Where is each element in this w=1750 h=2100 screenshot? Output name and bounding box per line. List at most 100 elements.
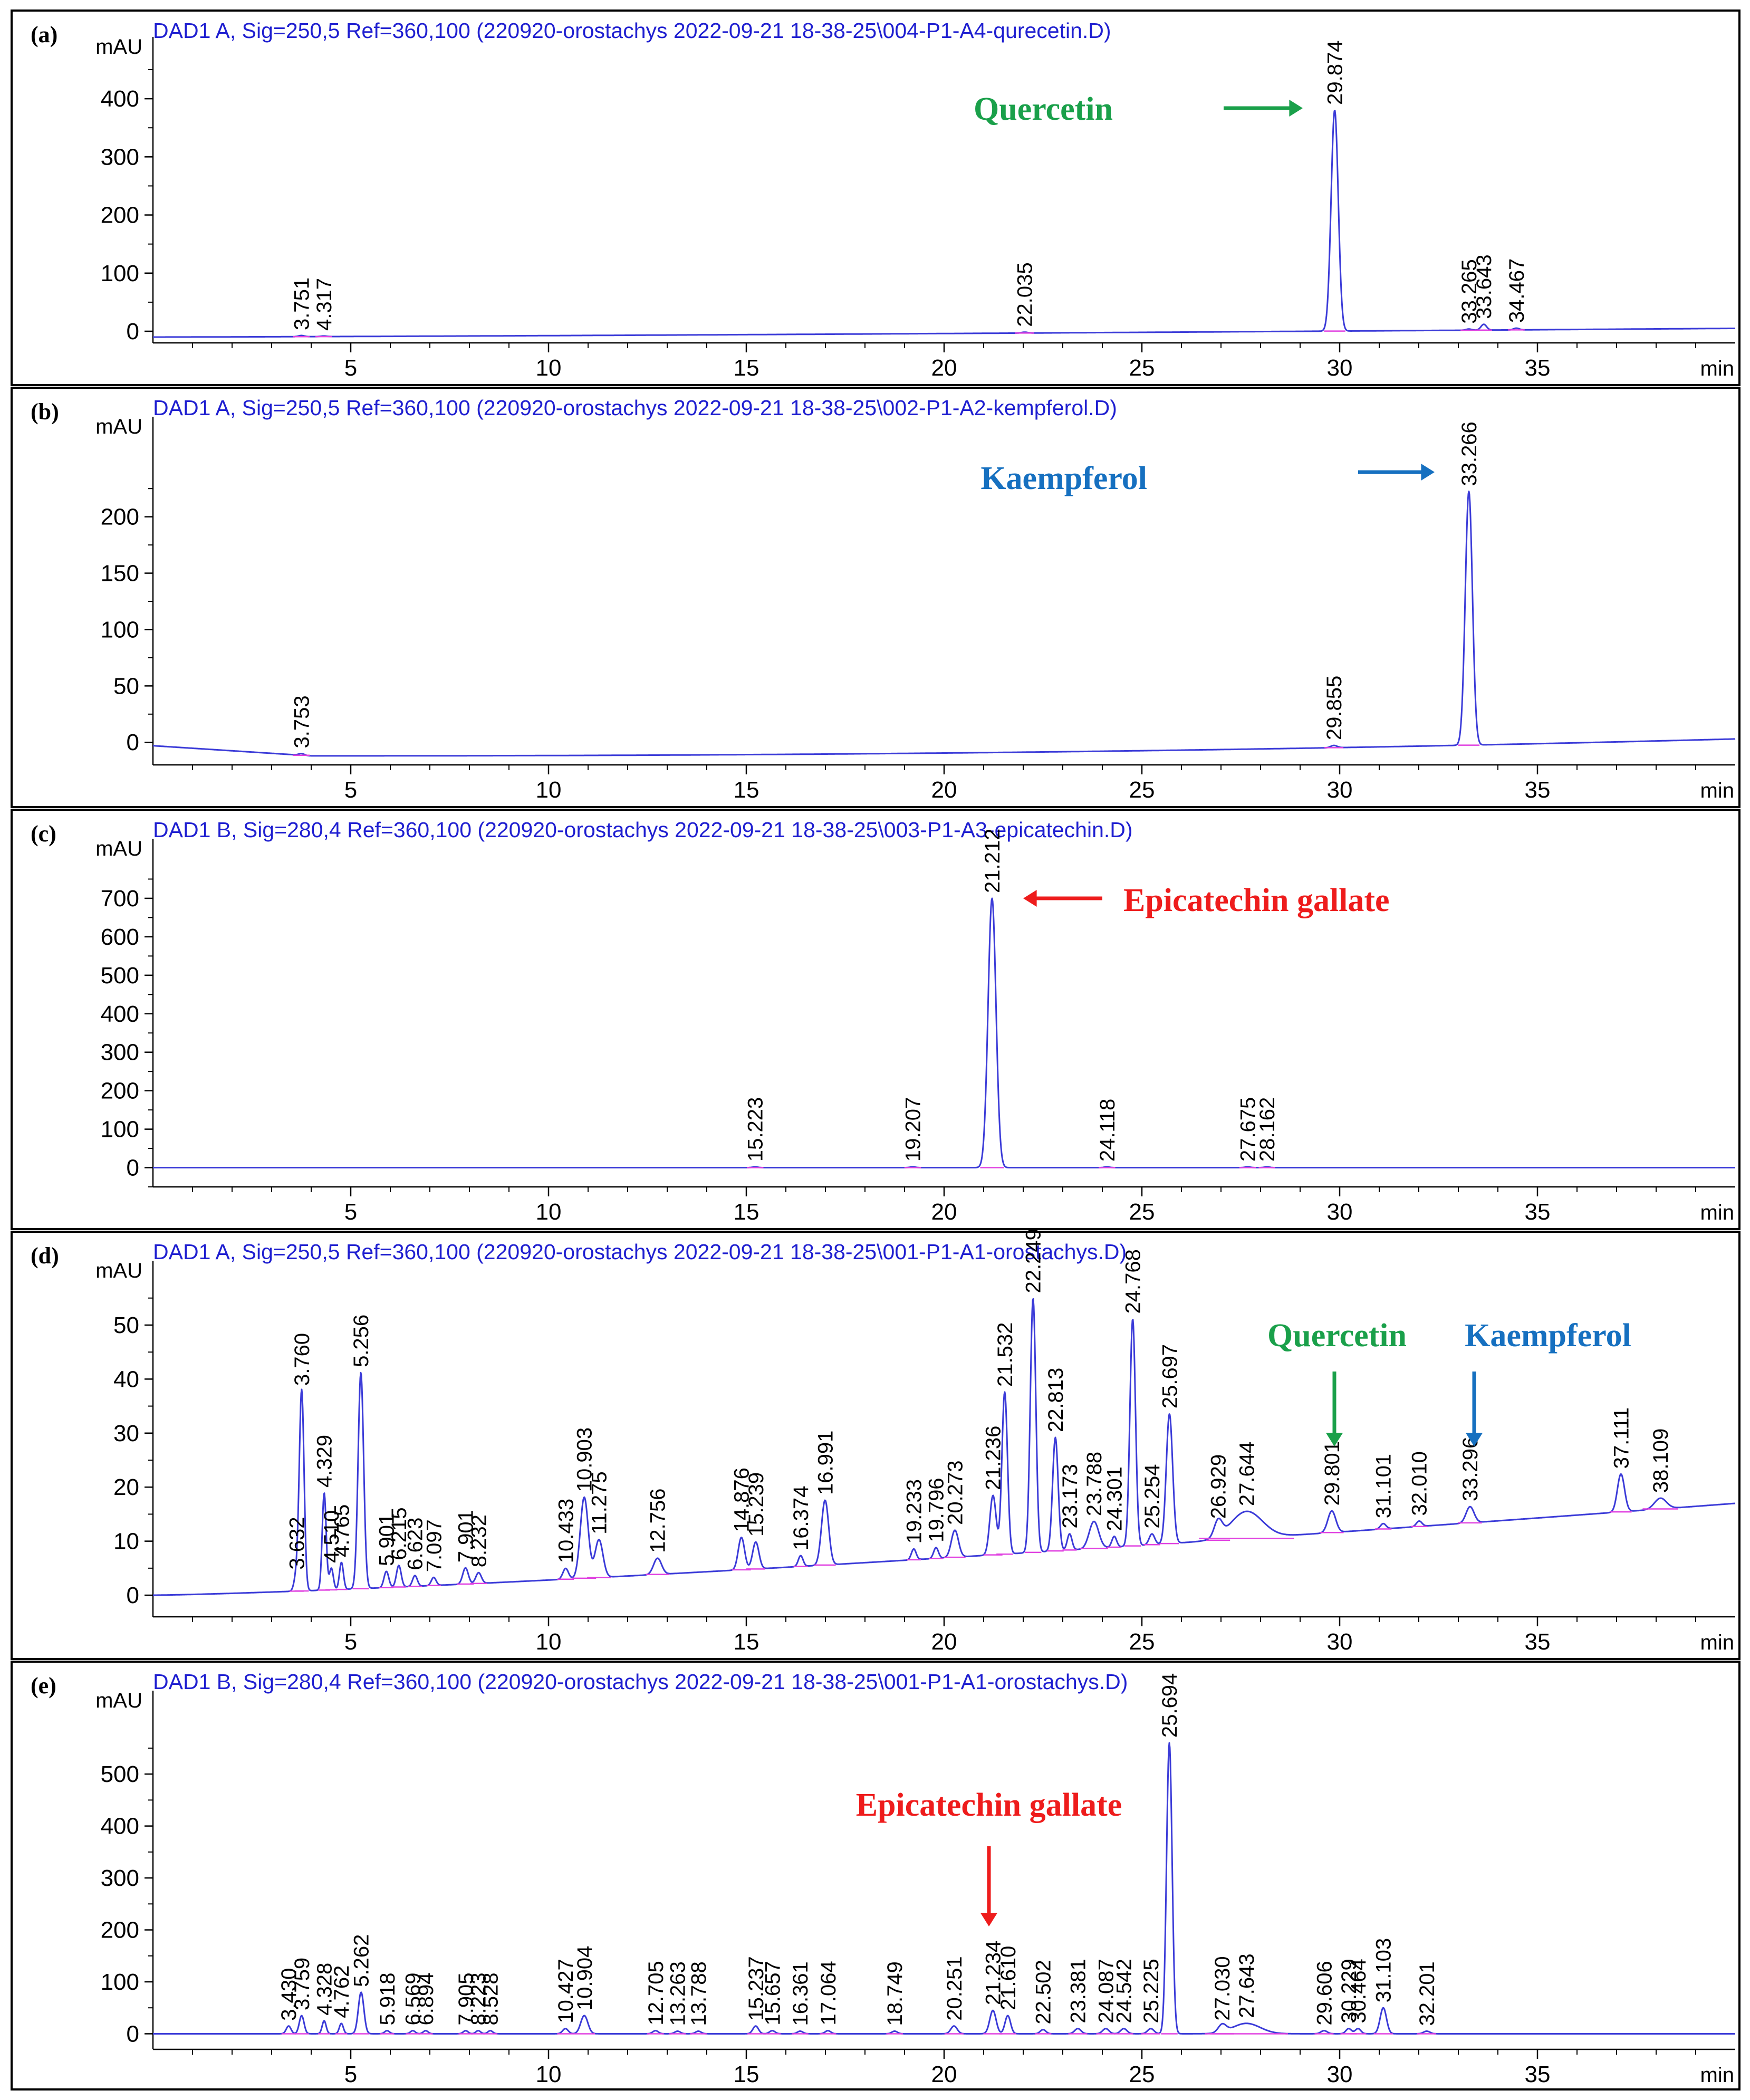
- peak-label: 25.697: [1158, 1344, 1181, 1408]
- x-tick-label: 20: [931, 2061, 957, 2087]
- y-tick-label: 300: [101, 1865, 139, 1891]
- x-tick-label: 35: [1525, 355, 1551, 381]
- peak-label: 5.901: [376, 1513, 399, 1566]
- peak-label: 8.528: [479, 1972, 503, 2025]
- annotation-arrow-head: [1421, 464, 1435, 481]
- y-tick-label: 200: [101, 1917, 139, 1943]
- peak-label: 23.173: [1059, 1464, 1082, 1528]
- x-tick-label: 15: [734, 1199, 759, 1225]
- peak-label: 27.644: [1235, 1442, 1258, 1506]
- peak-label: 10.904: [573, 1946, 597, 2010]
- x-axis-unit: min: [1700, 357, 1734, 380]
- y-tick-label: 100: [101, 617, 139, 643]
- x-axis-unit: min: [1700, 1631, 1734, 1654]
- peak-label: 6.215: [388, 1507, 411, 1560]
- peak-label: 21.236: [982, 1426, 1005, 1490]
- peak-label: 25.225: [1140, 1959, 1163, 2023]
- peak-label: 16.991: [814, 1431, 837, 1495]
- peak-label: 29.874: [1324, 41, 1347, 105]
- panel-letter: (d): [31, 1243, 59, 1269]
- y-tick-label: 0: [127, 730, 139, 755]
- peak-label: 6.623: [404, 1518, 427, 1570]
- peak-label: 29.801: [1321, 1441, 1344, 1506]
- peak-label: 4.329: [313, 1435, 336, 1488]
- peak-label: 3.760: [291, 1333, 314, 1386]
- peak-label: 17.064: [817, 1961, 840, 2025]
- y-tick-label: 100: [101, 1117, 139, 1143]
- peak-label: 21.234: [982, 1941, 1005, 2005]
- peak-label: 29.606: [1313, 1961, 1336, 2025]
- y-tick-label: 40: [113, 1366, 139, 1392]
- y-tick-label: 200: [101, 504, 139, 530]
- peak-label: 20.251: [943, 1956, 966, 2020]
- peak-label: 7.901: [455, 1510, 478, 1562]
- chromatogram-panel-1: (a) DAD1 A, Sig=250,5 Ref=360,100 (220920…: [11, 9, 1741, 386]
- compound-annotation: Quercetin: [974, 91, 1113, 127]
- peak-label: 3.759: [291, 1958, 314, 2010]
- peak-label: 10.433: [554, 1499, 578, 1563]
- compound-annotation: Epicatechin gallate: [856, 1787, 1122, 1823]
- y-tick-label: 200: [101, 1078, 139, 1104]
- peak-label: 27.643: [1235, 1953, 1258, 2018]
- peak-label: 24.118: [1096, 1099, 1119, 1162]
- y-tick-label: 0: [127, 1583, 139, 1608]
- peak-label: 3.753: [290, 695, 313, 748]
- panel-frame: [11, 387, 1741, 808]
- peak-label: 33.266: [1458, 421, 1481, 486]
- peak-label: 15.239: [745, 1472, 768, 1537]
- peak-label: 4.328: [313, 1963, 336, 2016]
- peak-label: 5.262: [350, 1934, 373, 1987]
- peak-label: 3.632: [285, 1517, 309, 1569]
- y-tick-label: 150: [101, 561, 139, 587]
- y-axis-unit: mAU: [95, 415, 142, 438]
- chromatogram-panel-2: (b) DAD1 A, Sig=250,5 Ref=360,100 (220920…: [11, 387, 1741, 808]
- peak-label: 29.855: [1323, 676, 1346, 740]
- x-tick-label: 20: [931, 1199, 957, 1225]
- peak-label: 15.657: [761, 1961, 784, 2025]
- peak-label: 27.675: [1237, 1097, 1260, 1162]
- y-tick-label: 700: [101, 886, 139, 912]
- peak-label: 3.751: [290, 277, 313, 330]
- peak-label: 27.030: [1211, 1956, 1234, 2020]
- x-tick-label: 35: [1525, 2061, 1551, 2087]
- x-tick-label: 10: [536, 1199, 562, 1225]
- peak-label: 21.610: [997, 1946, 1020, 2010]
- peak-label: 38.109: [1649, 1428, 1672, 1493]
- peak-label: 13.788: [687, 1961, 710, 2026]
- chromatogram-trace: [152, 110, 1736, 338]
- x-tick-label: 20: [931, 355, 957, 381]
- x-tick-label: 25: [1129, 777, 1155, 803]
- peak-label: 8.223: [467, 1972, 491, 2025]
- x-tick-label: 20: [931, 777, 957, 803]
- peak-label: 13.263: [667, 1961, 690, 2026]
- peak-label: 23.788: [1083, 1452, 1106, 1516]
- x-tick-label: 35: [1525, 1629, 1551, 1655]
- peak-label: 19.207: [902, 1097, 925, 1162]
- panel-header: DAD1 B, Sig=280,4 Ref=360,100 (220920-or…: [153, 818, 1133, 842]
- compound-annotation: Kaempferol: [1465, 1318, 1631, 1354]
- annotation-arrow-head: [1023, 890, 1037, 907]
- x-tick-label: 15: [734, 2061, 759, 2087]
- chromatogram-panel-5: (e) DAD1 B, Sig=280,4 Ref=360,100 (220920…: [11, 1661, 1741, 2091]
- panel-frame: [11, 1661, 1741, 2091]
- y-tick-label: 10: [113, 1529, 139, 1555]
- panel-header: DAD1 B, Sig=280,4 Ref=360,100 (220920-or…: [153, 1670, 1128, 1694]
- peak-label: 21.532: [994, 1322, 1017, 1387]
- peak-label: 24.542: [1113, 1959, 1136, 2023]
- y-tick-label: 30: [113, 1421, 139, 1446]
- y-tick-label: 0: [127, 1155, 139, 1181]
- peak-label: 24.301: [1103, 1466, 1127, 1531]
- peak-label: 32.010: [1408, 1451, 1431, 1516]
- x-tick-label: 35: [1525, 1199, 1551, 1225]
- y-tick-label: 100: [101, 1969, 139, 1995]
- x-tick-label: 10: [536, 2061, 562, 2087]
- panel-header: DAD1 A, Sig=250,5 Ref=360,100 (220920-or…: [153, 396, 1117, 420]
- peak-label: 33.643: [1473, 254, 1496, 319]
- chromatogram-panel-3: (c) DAD1 B, Sig=280,4 Ref=360,100 (220920…: [11, 809, 1741, 1230]
- peak-label: 31.101: [1372, 1454, 1396, 1518]
- peak-label: 16.374: [790, 1486, 813, 1550]
- peak-label: 7.905: [455, 1972, 478, 2025]
- panel-header: DAD1 A, Sig=250,5 Ref=360,100 (220920-or…: [153, 18, 1111, 43]
- annotation-arrow-head: [1326, 1433, 1343, 1446]
- peak-label: 25.254: [1141, 1464, 1164, 1528]
